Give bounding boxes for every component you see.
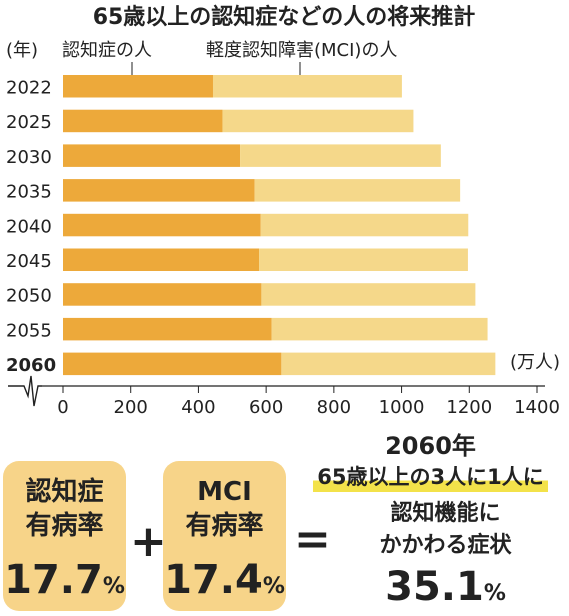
mci-rate-label-2: 有病率 (185, 511, 264, 541)
dementia-rate-unit: % (102, 574, 125, 599)
bar-dementia-2035 (63, 179, 255, 202)
mci-rate-value: 17.4% (163, 557, 286, 603)
result-value: 35.1% (292, 564, 569, 610)
category-label-2055: 2055 (6, 320, 52, 341)
dementia-rate-label-1: 認知症 (25, 477, 104, 507)
x-tick-label-600: 600 (249, 397, 283, 418)
result-number: 35.1 (385, 564, 484, 610)
legend-mci: 軽度認知障害(MCI)の人 (206, 40, 397, 61)
result-line-2: かかわる症状 (379, 533, 512, 558)
result-unit: % (483, 581, 506, 606)
x-tick-label-1200: 1200 (446, 397, 492, 418)
legend-dementia: 認知症の人 (62, 40, 152, 61)
bar-mci-2040 (260, 213, 469, 237)
x-tick-label-0: 0 (57, 397, 68, 418)
x-tick-label-1000: 1000 (379, 397, 425, 418)
dementia-rate-box: 認知症 有病率 17.7% (3, 461, 126, 611)
category-label-2060: 2060 (6, 355, 56, 376)
bar-mci-2035 (254, 179, 461, 202)
axis-break-mark (8, 375, 42, 407)
bar-mci-2060 (281, 352, 496, 376)
chart-title: 65歳以上の認知症などの人の将来推計 (93, 4, 476, 30)
bar-mci-2055 (271, 317, 488, 341)
category-label-2045: 2045 (6, 251, 52, 272)
mci-rate-unit: % (262, 574, 285, 599)
x-tick-label-200: 200 (114, 397, 148, 418)
bar-mci-2030 (240, 144, 441, 167)
result-line-1: 認知機能に (390, 501, 501, 526)
bar-dementia-2045 (63, 248, 260, 271)
bar-mci-2045 (259, 248, 468, 271)
dementia-rate-value: 17.7% (3, 557, 126, 603)
dementia-rate-label-2: 有病率 (25, 511, 104, 541)
bar-dementia-2022 (63, 75, 213, 98)
bar-dementia-2040 (63, 213, 261, 237)
plus-sign: + (130, 516, 167, 567)
bar-mci-2025 (222, 109, 414, 133)
category-label-2035: 2035 (6, 182, 52, 203)
bar-dementia-2060 (63, 352, 282, 376)
bar-dementia-2025 (63, 109, 223, 133)
bar-mci-2050 (261, 283, 476, 306)
x-tick-label-800: 800 (317, 397, 351, 418)
result-year: 2060年 (385, 432, 476, 460)
dementia-rate-number: 17.7 (4, 557, 103, 603)
bar-dementia-2030 (63, 144, 241, 167)
category-label-2025: 2025 (6, 112, 52, 133)
y-unit-label: (年) (6, 40, 38, 61)
mci-rate-number: 17.4 (164, 557, 263, 603)
result-ratio: 65歳以上の3人に1人に (313, 462, 548, 492)
mci-rate-box: MCI 有病率 17.4% (163, 461, 286, 611)
bar-mci-2022 (212, 75, 402, 98)
equals-sign: = (294, 514, 331, 565)
mci-rate-label-1: MCI (197, 477, 252, 507)
x-tick-label-400: 400 (181, 397, 215, 418)
category-label-2050: 2050 (6, 286, 52, 307)
bar-dementia-2055 (63, 317, 272, 341)
category-label-2030: 2030 (6, 147, 52, 168)
x-unit-label: (万人) (510, 352, 560, 373)
result-block: 2060年 65歳以上の3人に1人に 認知機能に かかわる症状 35.1% (292, 430, 569, 610)
category-label-2022: 2022 (6, 78, 52, 99)
x-tick-label-1400: 1400 (514, 397, 560, 418)
bar-dementia-2050 (63, 283, 262, 306)
chart: 65歳以上の認知症などの人の将来推計 (年) 認知症の人 軽度認知障害(MCI)… (6, 4, 560, 418)
category-label-2040: 2040 (6, 216, 52, 237)
